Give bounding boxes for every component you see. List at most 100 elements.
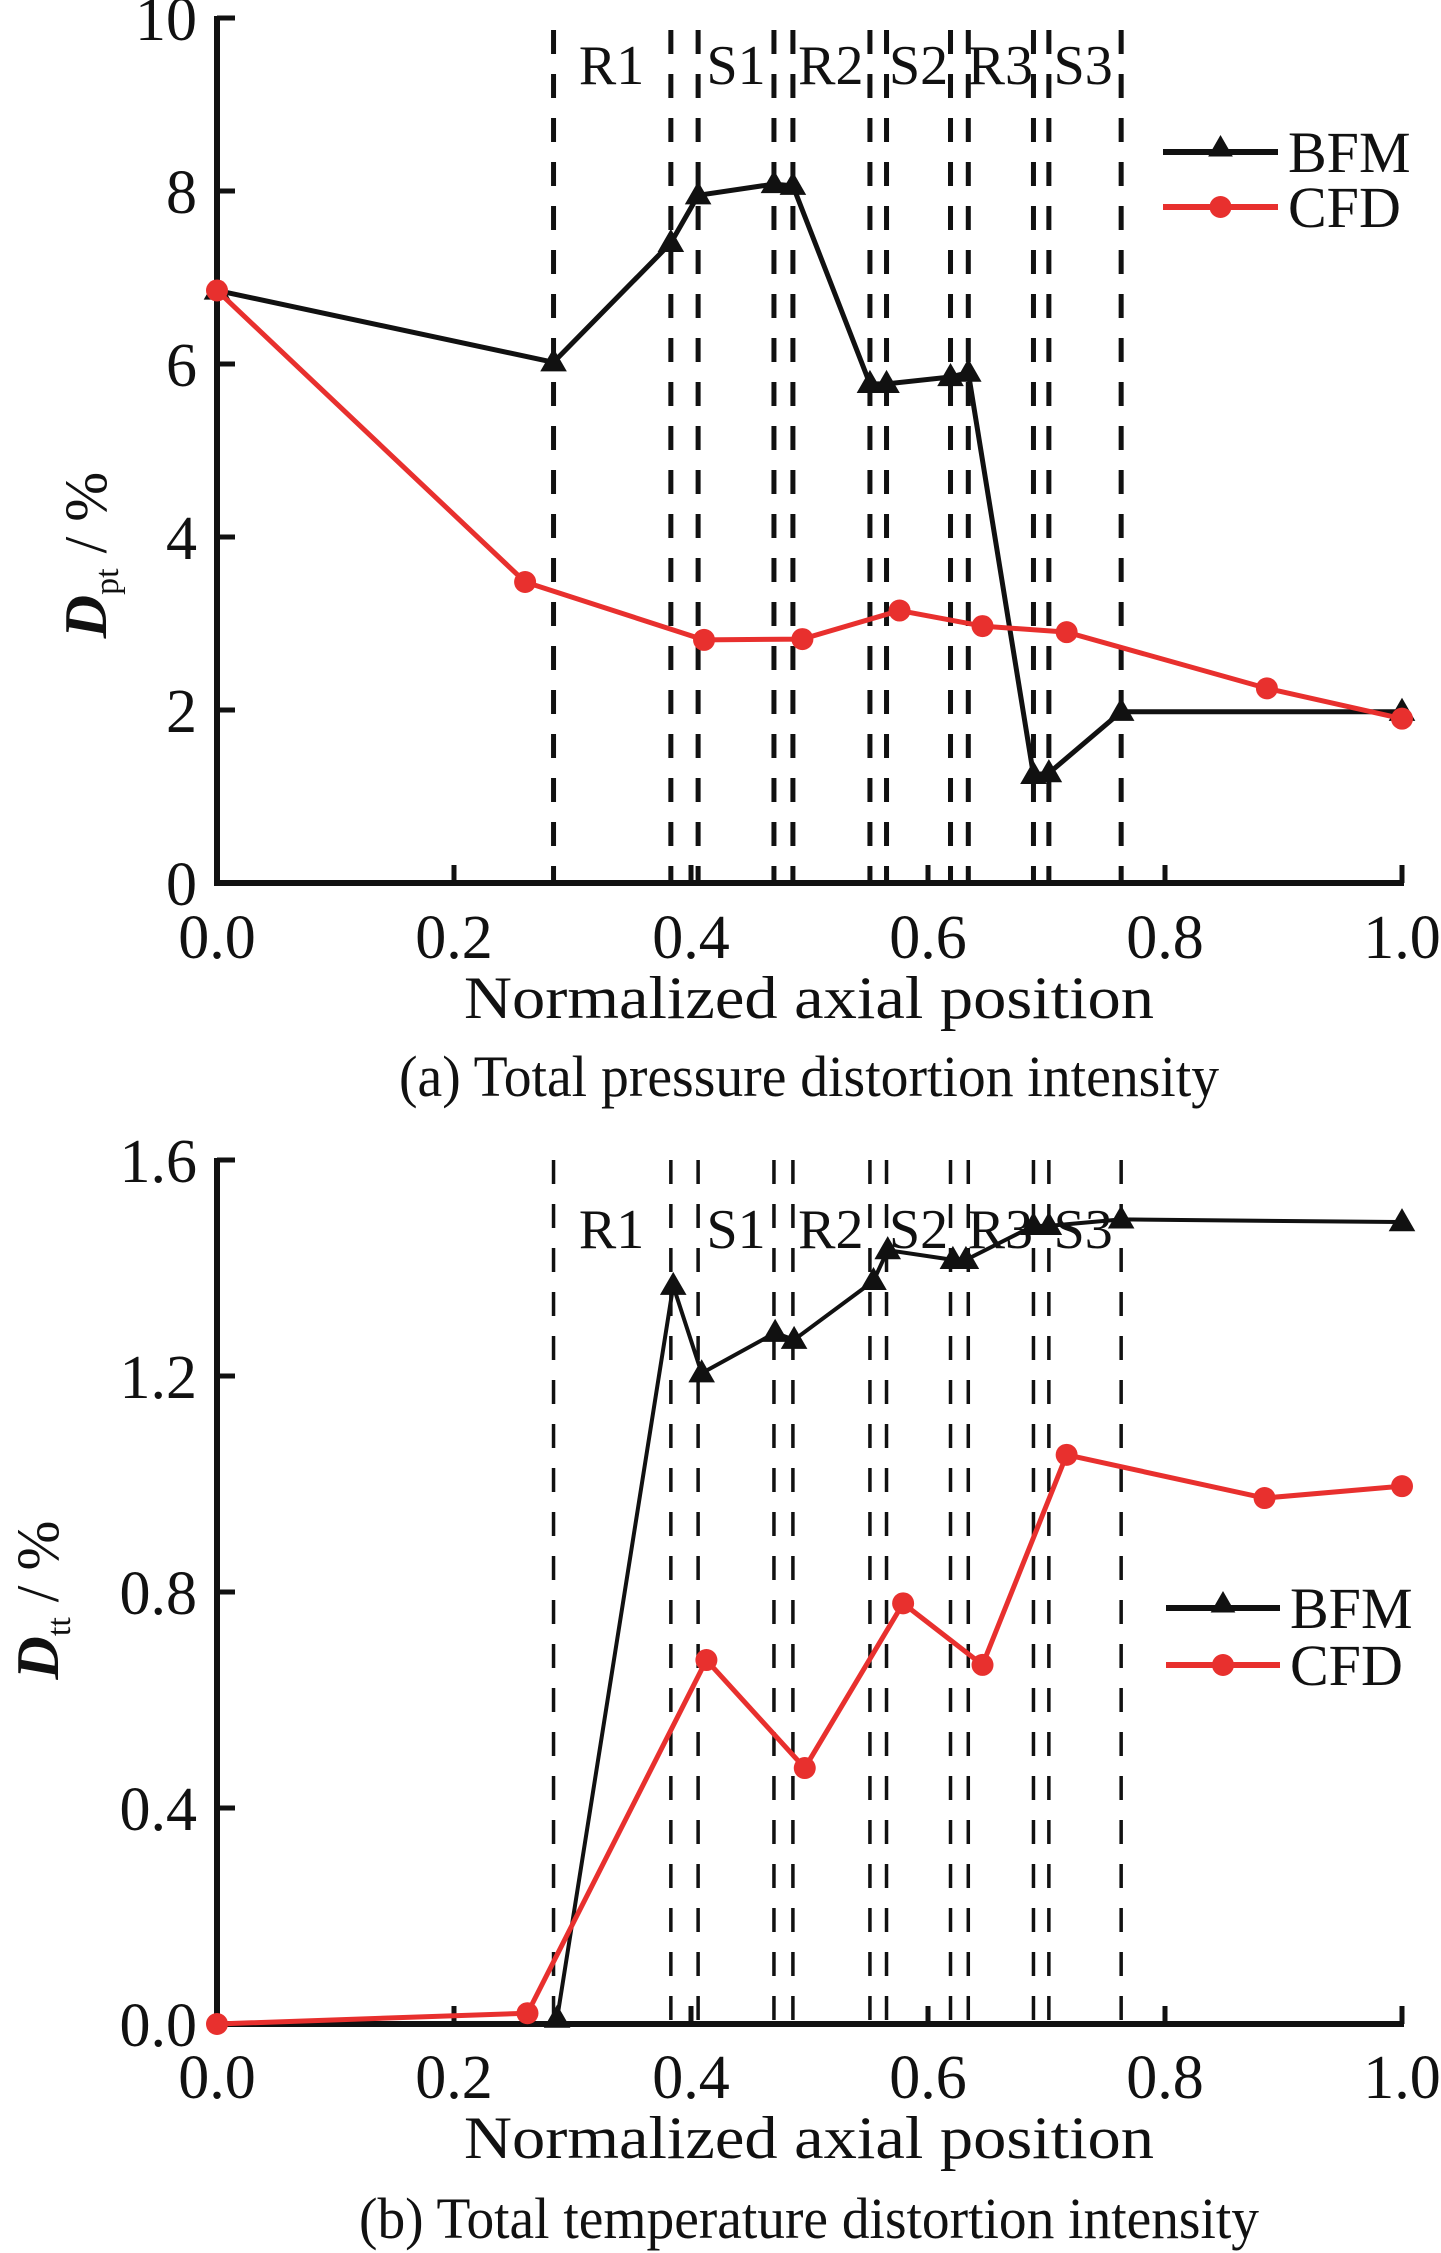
blade-row-label-s1: S1 <box>706 1199 765 1261</box>
axes <box>214 16 1404 886</box>
y-tick-label: 10 <box>135 0 197 54</box>
blade-row-labels: R1 S1 R2 S2 R3 S3 <box>579 35 1113 97</box>
data-point-cfd <box>971 615 994 638</box>
ticks: 0.0 0.2 0.4 0.6 0.8 1.0 0 2 4 6 8 10 <box>135 0 1441 972</box>
data-point-cfd <box>1255 677 1278 700</box>
y-axis-unit: / % <box>5 1521 71 1618</box>
blade-row-label-s3: S3 <box>1054 35 1113 97</box>
y-tick-label: 8 <box>166 159 197 227</box>
legend-item-cfd: CFD <box>1163 175 1401 240</box>
data-point-cfd <box>892 1592 915 1615</box>
blade-row-label-s2: S2 <box>889 35 948 97</box>
y-tick-label: 0.0 <box>120 1992 198 2060</box>
y-tick-label: 0.8 <box>120 1560 198 1628</box>
x-tick-label: 0.8 <box>1126 904 1204 972</box>
x-tick-label: 0.4 <box>652 904 730 972</box>
data-point-cfd <box>516 2002 539 2025</box>
series-line-cfd <box>215 288 1403 722</box>
series-line-cfd <box>216 1452 1403 2027</box>
data-point-bfm <box>761 1318 789 1342</box>
data-point-cfd <box>1391 707 1413 730</box>
x-tick-label: 0.6 <box>889 2044 967 2112</box>
series-cfd <box>206 1443 1413 2035</box>
blade-row-label-r1: R1 <box>579 1199 644 1261</box>
data-point-cfd <box>1253 1487 1276 1510</box>
y-axis-symbol: D <box>5 1636 71 1680</box>
y-tick-label: 4 <box>166 505 197 573</box>
y-axis-unit: / % <box>53 472 119 569</box>
data-point-bfm <box>760 170 788 194</box>
axes <box>214 1158 1404 2027</box>
data-point-cfd <box>695 1649 718 1672</box>
data-point-bfm <box>657 228 685 252</box>
data-point-bfm <box>860 1266 887 1291</box>
x-tick-label: 0.4 <box>652 2044 730 2112</box>
blade-row-label-s3: S3 <box>1054 1199 1113 1261</box>
data-point-cfd <box>514 570 537 593</box>
blade-row-boundaries <box>551 30 1124 883</box>
y-tick-label: 0 <box>166 851 197 919</box>
ticks: 0.0 0.2 0.4 0.6 0.8 1.0 0.0 0.4 0.8 1.2 1.6 <box>120 1128 1441 2112</box>
x-tick-label: 0.2 <box>415 904 493 972</box>
series-cfd <box>206 279 1413 730</box>
legend-label: BFM <box>1290 1576 1413 1641</box>
data-point-bfm <box>540 348 567 372</box>
y-axis-title: Dpt / % <box>53 472 126 639</box>
blade-row-labels: R1 S1 R2 S2 R3 S3 <box>579 1199 1113 1261</box>
data-point-bfm <box>543 2004 571 2028</box>
data-point-bfm <box>688 1359 715 1383</box>
blade-row-label-r2: R2 <box>798 1199 863 1261</box>
blade-row-label-r2: R2 <box>798 35 863 97</box>
x-tick-label: 0.8 <box>1126 2044 1204 2112</box>
chart-caption: (b) Total temperature distortion intensi… <box>359 2186 1259 2251</box>
x-axis-title: Normalized axial position <box>464 2105 1154 2171</box>
data-point-cfd <box>888 599 911 622</box>
x-axis-title: Normalized axial position <box>464 965 1154 1031</box>
data-point-cfd <box>1055 1443 1078 1466</box>
x-tick-label: 0.2 <box>415 2044 493 2112</box>
data-point-cfd <box>206 2013 228 2035</box>
series-bfm <box>203 170 1416 784</box>
data-point-bfm <box>1035 1211 1063 1235</box>
data-point-bfm <box>659 1271 687 1295</box>
y-axis-subscript: pt <box>89 568 126 595</box>
legend-item-cfd: CFD <box>1166 1633 1403 1698</box>
data-point-cfd <box>791 628 814 651</box>
data-point-bfm <box>684 181 712 205</box>
chart-caption: (a) Total pressure distortion intensity <box>399 1044 1219 1109</box>
x-tick-label: 0.0 <box>178 904 256 972</box>
data-point-bfm <box>1388 1208 1416 1232</box>
x-tick-label: 1.0 <box>1363 2044 1441 2112</box>
series-bfm <box>543 1205 1416 2028</box>
legend-circle-marker <box>1212 1654 1234 1676</box>
legend-triangle-marker <box>1208 135 1233 157</box>
blade-row-boundaries <box>551 1160 1123 2024</box>
data-point-bfm <box>873 369 900 393</box>
data-point-cfd <box>971 1653 994 1676</box>
data-point-cfd <box>1391 1475 1413 1498</box>
blade-row-label-r3: R3 <box>968 35 1033 97</box>
data-point-cfd <box>206 279 228 302</box>
chart-panel-total-pressure: R1 S1 R2 S2 R3 S3 0.0 0.2 0.4 0.6 0.8 1.0 0 2 4 6 8 10 B… <box>53 0 1441 1109</box>
blade-row-label-s1: S1 <box>706 35 765 97</box>
y-tick-label: 0.4 <box>120 1776 198 1844</box>
legend-label: BFM <box>1288 120 1411 185</box>
data-point-bfm <box>954 358 982 382</box>
series-line-bfm <box>555 1217 1403 2019</box>
x-tick-label: 0.0 <box>178 2044 256 2112</box>
y-tick-label: 2 <box>166 678 197 746</box>
y-axis-symbol: D <box>53 595 119 639</box>
data-point-cfd <box>793 1757 816 1780</box>
x-tick-label: 0.6 <box>889 904 967 972</box>
data-point-bfm <box>1107 1205 1135 1229</box>
blade-row-label-r1: R1 <box>579 35 644 97</box>
y-tick-label: 6 <box>166 332 197 400</box>
data-point-bfm <box>779 171 807 195</box>
y-tick-label: 1.6 <box>120 1128 198 1196</box>
legend-item-bfm: BFM <box>1163 120 1411 185</box>
series-group <box>206 1205 1416 2035</box>
data-point-bfm <box>952 1245 980 1269</box>
